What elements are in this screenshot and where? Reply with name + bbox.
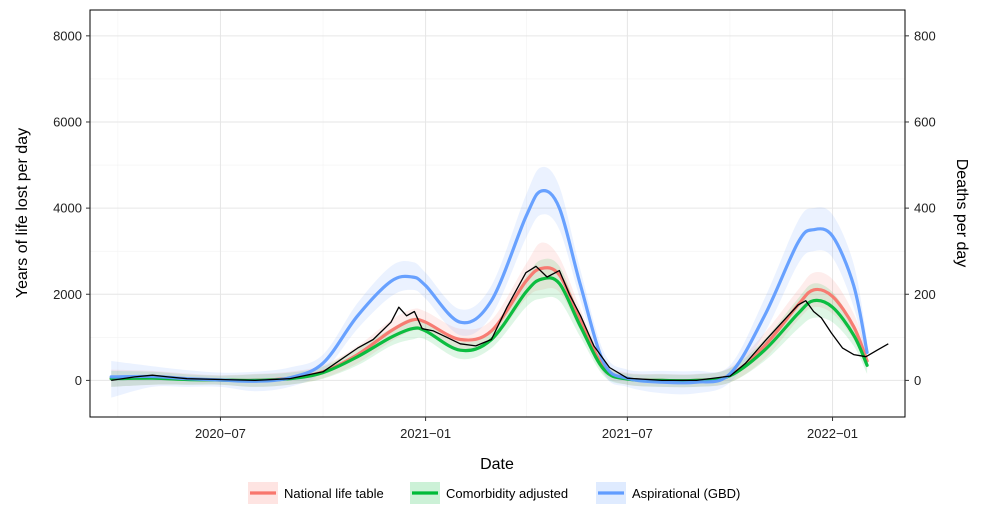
y2-axis-title: Deaths per day — [953, 159, 970, 268]
y2-tick-label: 600 — [914, 114, 936, 129]
plot-panel — [90, 10, 905, 417]
series-line-deaths — [111, 265, 889, 382]
confidence-band — [111, 258, 868, 388]
x-tick-label: 2021−07 — [602, 426, 653, 441]
x-axis-title: Date — [480, 456, 514, 473]
legend-label: Aspirational (GBD) — [632, 486, 740, 501]
y-tick-label: 0 — [75, 373, 82, 388]
y2-tick-label: 0 — [914, 373, 921, 388]
x-tick-label: 2022−01 — [807, 426, 858, 441]
series-line — [109, 188, 869, 385]
y-tick-label: 4000 — [53, 201, 82, 216]
confidence-band — [111, 166, 868, 398]
y-axis-title: Years of life lost per day — [14, 128, 31, 298]
legend-label: Comorbidity adjusted — [446, 486, 568, 501]
axes: 2020−07 2021−01 2021−07 2022−01020004000600… — [53, 28, 936, 441]
x-tick-label: 2020−07 — [195, 426, 246, 441]
y2-tick-label: 200 — [914, 287, 936, 302]
legend: National life table Comorbidity adjusted A… — [248, 482, 740, 504]
y-tick-label: 8000 — [53, 28, 82, 43]
y-tick-label: 2000 — [53, 287, 82, 302]
y2-tick-label: 400 — [914, 201, 936, 216]
grid — [90, 10, 905, 417]
y2-tick-label: 800 — [914, 28, 936, 43]
y-tick-label: 6000 — [53, 114, 82, 129]
legend-label: National life table — [284, 486, 384, 501]
plot-border — [89, 9, 906, 418]
confidence-bands — [111, 166, 868, 398]
series-lines — [109, 188, 889, 385]
x-tick-label: 2021−01 — [400, 426, 451, 441]
